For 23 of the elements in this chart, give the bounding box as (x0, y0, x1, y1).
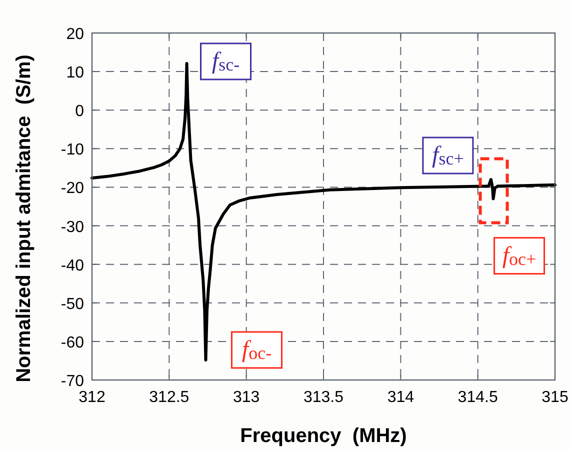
y-tick-label: -50 (60, 296, 84, 313)
y-tick-label: -10 (60, 142, 84, 159)
y-tick-label: -40 (60, 257, 84, 274)
y-tick-label: -30 (60, 218, 84, 236)
annotation: f$_{sc-}$ (212, 48, 240, 74)
y-tick-label: 10 (66, 64, 84, 82)
y-tick-label: -60 (60, 334, 84, 352)
x-tick-label: 313 (232, 389, 260, 406)
annotation: f$_{oc+}$ (502, 242, 536, 269)
annotation: f$_{sc+}$ (432, 142, 464, 169)
y-tick-label: 20 (66, 26, 84, 43)
y-tick-label: -70 (60, 373, 84, 390)
y-tick-label: 0 (75, 103, 84, 120)
annotation: f$_{oc-}$ (242, 336, 272, 363)
y-axis-title: Normalized input admitance (S/m) (13, 54, 35, 382)
y-tick-label: -20 (60, 180, 84, 198)
x-tick-label: 314 (387, 389, 414, 406)
x-tick-label: 314.5 (458, 389, 498, 406)
x-tick-label: 315 (542, 389, 568, 406)
x-axis-title: Frequency (MHz) (240, 425, 407, 447)
x-tick-label: 312 (78, 389, 106, 406)
x-tick-label: 312.5 (149, 389, 190, 406)
x-tick-label: 313.5 (303, 389, 344, 406)
